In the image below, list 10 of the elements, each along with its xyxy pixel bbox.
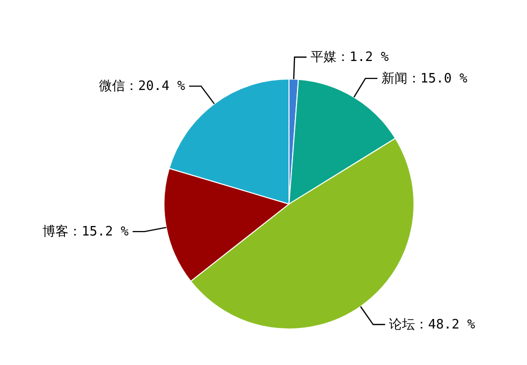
slice-label: 微信 (99, 79, 126, 94)
data-label: ：15.2 % (68, 224, 129, 240)
data-label: ：15.0 % (407, 71, 468, 86)
slice-label: 论坛 (389, 318, 416, 333)
data-label: ：20.4 % (125, 79, 186, 94)
data-label: ：1.2 % (336, 50, 389, 66)
slice-label: 博客 (42, 224, 69, 240)
slice-label: 新闻 (381, 71, 408, 86)
data-label: ：48.2 % (415, 318, 476, 333)
slice-label: 平媒 (310, 50, 337, 66)
